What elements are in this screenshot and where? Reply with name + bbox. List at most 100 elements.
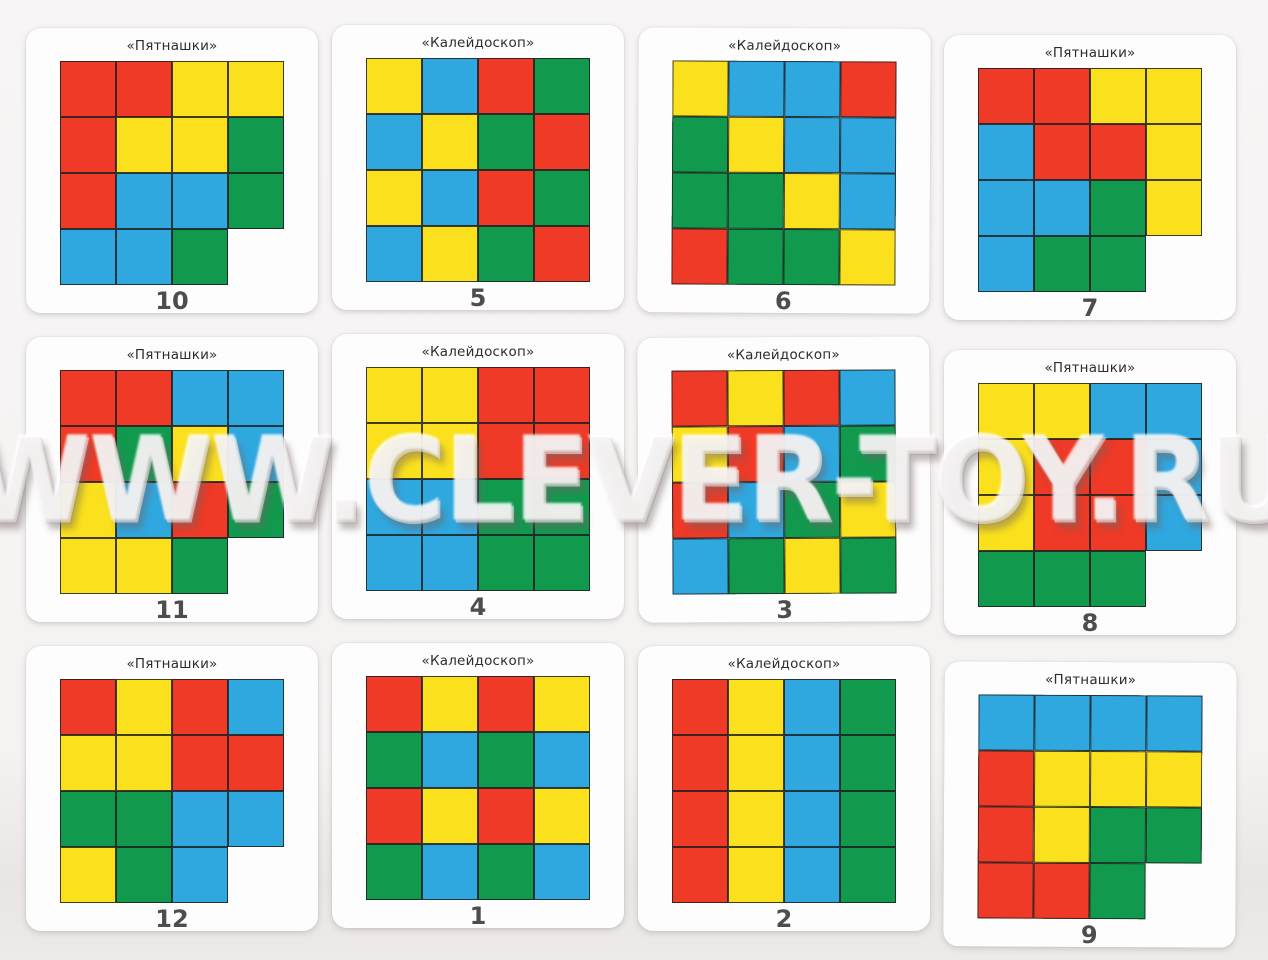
color-cell [422, 170, 478, 226]
color-cell [1034, 383, 1090, 439]
color-cell [172, 735, 228, 791]
card-number: 1 [469, 902, 487, 930]
color-cell [422, 423, 478, 479]
color-cell [422, 226, 478, 282]
color-cell [728, 60, 785, 118]
color-cell [60, 426, 116, 482]
color-cell [60, 679, 116, 735]
color-cell [478, 844, 534, 900]
card-number: 12 [155, 905, 189, 933]
color-cell [228, 173, 284, 229]
color-cell [839, 117, 897, 174]
color-cell [478, 367, 534, 423]
puzzle-card: «Калейдоскоп» 6 [637, 27, 931, 315]
color-cell [784, 679, 840, 735]
color-cell [1034, 180, 1090, 236]
color-cell [978, 439, 1034, 495]
color-grid [671, 60, 897, 286]
color-cell [478, 479, 534, 535]
color-grid [978, 68, 1202, 292]
color-cell [671, 172, 728, 229]
card-title: «Пятнашки» [126, 38, 218, 54]
color-cell [839, 369, 896, 426]
puzzle-card: «Пятнашки» 7 [944, 35, 1236, 320]
color-cell [534, 479, 590, 535]
color-cell [116, 482, 172, 538]
color-cell [366, 676, 422, 732]
color-cell [840, 791, 896, 847]
card-title: «Калейдоскоп» [726, 346, 840, 364]
color-cell [978, 180, 1034, 236]
color-cell [840, 735, 896, 791]
puzzle-card: «Пятнашки» 9 [943, 661, 1237, 950]
empty-cell [228, 847, 284, 903]
color-cell [1034, 694, 1091, 752]
color-cell [727, 426, 785, 483]
color-cell [728, 481, 785, 539]
color-cell [60, 482, 116, 538]
color-cell [728, 679, 784, 735]
color-cell [228, 370, 284, 426]
color-cell [366, 732, 422, 788]
color-cell [1089, 862, 1146, 920]
color-cell [60, 847, 116, 903]
color-cell [1090, 551, 1146, 607]
color-cell [478, 788, 534, 844]
card-title: «Пятнашки» [1045, 671, 1137, 689]
color-cell [672, 538, 729, 595]
color-cell [366, 788, 422, 844]
color-cell [228, 735, 284, 791]
card-title: «Калейдоскоп» [421, 344, 535, 360]
card-number: 5 [469, 284, 487, 312]
color-cell [672, 847, 728, 903]
color-grid [366, 58, 590, 282]
color-cell [422, 535, 478, 591]
color-cell [672, 679, 728, 735]
color-cell [1033, 862, 1090, 919]
card-number: 9 [1080, 920, 1098, 950]
color-cell [672, 735, 728, 791]
color-cell [116, 735, 172, 791]
color-cell [116, 173, 172, 229]
color-cell [840, 537, 897, 594]
card-number: 10 [155, 287, 189, 315]
color-cell [534, 58, 590, 114]
color-cell [172, 482, 228, 538]
color-cell [60, 61, 116, 117]
color-cell [977, 806, 1034, 863]
color-cell [978, 551, 1034, 607]
color-cell [422, 58, 478, 114]
color-cell [478, 535, 534, 591]
color-cell [1145, 751, 1203, 808]
empty-cell [228, 229, 284, 285]
color-cell [534, 535, 590, 591]
card-number: 2 [775, 905, 793, 933]
color-cell [60, 538, 116, 594]
color-cell [1090, 695, 1147, 752]
color-cell [534, 676, 590, 732]
color-cell [172, 229, 228, 285]
color-cell [478, 114, 534, 170]
color-cell [534, 114, 590, 170]
card-title: «Калейдоскоп» [728, 37, 842, 55]
color-cell [840, 61, 897, 118]
color-cell [728, 537, 785, 595]
color-cell [60, 173, 116, 229]
color-grid [60, 61, 284, 285]
puzzle-card: «Пятнашки» 8 [944, 350, 1236, 635]
color-cell [784, 791, 840, 847]
color-cell [1145, 807, 1202, 864]
color-cell [116, 426, 172, 482]
color-cell [422, 788, 478, 844]
color-cell [116, 791, 172, 847]
color-cell [1089, 751, 1147, 808]
color-cell [839, 229, 896, 286]
color-cell [172, 426, 228, 482]
color-cell [116, 538, 172, 594]
color-cell [978, 124, 1034, 180]
card-title: «Пятнашки» [1044, 360, 1136, 376]
color-cell [783, 369, 840, 427]
color-grid [978, 383, 1202, 607]
color-cell [727, 370, 784, 427]
